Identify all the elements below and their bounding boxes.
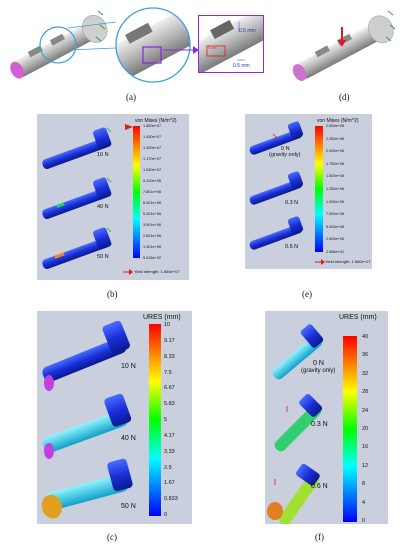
colorbar-tick-c-8: 3.33 — [164, 448, 175, 455]
colorbar-tick-e-1: 2.250e+06 — [326, 136, 345, 141]
colorbar-tick-b-10: 2.601e+06 — [143, 234, 162, 238]
colorbar-tick-c-0: 10 — [164, 322, 171, 328]
colorbar-tick-e-0: 2.500e+06 — [326, 124, 345, 128]
colorbar-title-b: von Mises (N/m^2) — [135, 118, 177, 124]
colorbar-tick-b-8: 5.201e+06 — [143, 212, 162, 216]
force-label-e-3: 0.6 N — [285, 244, 299, 250]
colorbar-tick-f-10: 0 — [362, 518, 366, 524]
yield-arrow-icon — [123, 269, 133, 275]
colorbar-title-f: URES (mm) — [339, 314, 377, 321]
colorbar-f — [343, 336, 357, 522]
displacement-models-c — [41, 320, 133, 519]
colorbar-tick-b-6: 7.801e+06 — [143, 190, 162, 194]
colorbar-tick-b-12: 9.018e+02 — [143, 256, 162, 260]
panel-e: 0 N (gravity only) 0.3 N 0.6 N von Mises… — [245, 114, 372, 269]
colorbar-tick-e-5: 1.250e+06 — [326, 187, 345, 191]
colorbar-tick-f-2: 32 — [362, 370, 369, 377]
panel-c: 10 N 40 N 50 N URES (mm) 10 9.17 8.33 7.5 6.… — [37, 311, 192, 524]
panel-f: 0 N (gravity only) 0.3 N 0.6 N URES (mm)… — [265, 311, 388, 524]
small-label: 5 mm — [208, 46, 217, 50]
displacement-models-f — [267, 324, 324, 524]
yield-strength-e: Yield strength: 1.560e+07 — [325, 259, 371, 264]
panel-label-d: (d) — [339, 92, 350, 102]
force-label-e-1: 0 N — [281, 146, 290, 152]
colorbar-tick-b-3: 1.170e+07 — [143, 157, 162, 161]
colorbar-c — [149, 324, 161, 516]
colorbar-tick-f-6: 16 — [362, 444, 369, 451]
force-label-b-2: 40 N — [97, 204, 109, 210]
colorbar-tick-b-0: 1.560e+07 — [143, 124, 162, 128]
colorbar-tick-e-9: 2.500e+05 — [326, 237, 345, 242]
panel-label-c: (c) — [107, 532, 117, 542]
yield-arrow-icon — [315, 259, 325, 265]
force-label-f-2: 0.3 N — [311, 421, 328, 428]
colorbar-tick-f-7: 12 — [362, 462, 369, 469]
colorbar-tick-e-4: 1.500e+06 — [326, 174, 345, 179]
colorbar-tick-e-7: 7.500e+05 — [326, 212, 345, 217]
colorbar-tick-f-9: 4 — [362, 499, 366, 506]
colorbar-tick-f-8: 8 — [362, 481, 366, 488]
colorbar-title-e: von Mises (N/m^2) — [317, 118, 359, 124]
arrow-icon — [163, 46, 199, 54]
zoom-circle — [115, 7, 191, 83]
stress-models-b — [42, 127, 112, 269]
colorbar-tick-e-2: 2.000e+06 — [326, 149, 345, 154]
force-label-f-1: 0 N — [313, 360, 324, 367]
colorbar-tick-e-3: 1.750e+06 — [326, 161, 345, 166]
colorbar-tick-c-5: 5.83 — [164, 401, 175, 408]
force-label-c-3: 50 N — [121, 503, 136, 510]
colorbar-tick-c-7: 4.17 — [164, 432, 175, 439]
colorbar-tick-e-8: 5.000e+05 — [326, 224, 345, 229]
colorbar-tick-f-1: 36 — [362, 352, 369, 359]
finger-model-loaded — [292, 10, 396, 81]
zoom-lines — [68, 21, 117, 50]
detail-box: 5 mm 0.5 mm 0.5 mm — [185, 5, 280, 75]
colorbar-tick-c-1: 9.17 — [164, 337, 175, 344]
panel-label-f: (f) — [315, 532, 324, 542]
dim-horizontal: 0.5 mm — [233, 63, 250, 69]
force-label-e-1b: (gravity only) — [269, 152, 301, 158]
colorbar-tick-c-12: 0 — [164, 512, 168, 518]
colorbar-tick-c-9: 2.5 — [164, 464, 172, 471]
force-label-b-1: 10 N — [97, 152, 109, 158]
colorbar-tick-b-2: 1.300e+07 — [143, 146, 162, 150]
yield-marker-icon — [125, 124, 133, 130]
panel-b: 10 N 40 N 50 N von Mises (N/m^2) 1.560e+… — [37, 114, 189, 280]
colorbar-tick-b-9: 3.901e+06 — [143, 223, 162, 227]
colorbar-tick-b-7: 6.501e+06 — [143, 201, 162, 205]
panel-a: 5 mm 0.5 mm 0.5 mm (a) — [0, 0, 409, 110]
colorbar-tick-f-3: 28 — [362, 389, 369, 396]
colorbar-tick-f-4: 24 — [362, 407, 369, 414]
stress-models-e — [249, 121, 304, 250]
colorbar-e — [315, 126, 323, 252]
colorbar-tick-c-3: 7.5 — [164, 369, 172, 376]
colorbar-tick-c-11: 0.833 — [164, 496, 178, 503]
panel-d: (d) — [282, 0, 409, 110]
colorbar-tick-c-4: 6.67 — [164, 385, 175, 392]
panel-label-a: (a) — [126, 92, 136, 102]
colorbar-tick-b-4: 1.040e+07 — [143, 168, 162, 172]
yield-strength-b: Yield strength: 1.560e+07 — [134, 269, 180, 274]
colorbar-tick-c-6: 5 — [164, 417, 168, 423]
colorbar-title-c: URES (mm) — [143, 314, 181, 321]
colorbar-tick-e-6: 1.000e+06 — [326, 199, 345, 204]
panel-label-e: (e) — [302, 289, 312, 299]
colorbar-tick-f-5: 20 — [362, 426, 369, 432]
colorbar-tick-b-11: 1.301e+06 — [143, 245, 162, 249]
force-label-f-3: 0.6 N — [311, 483, 328, 490]
force-label-f-1b: (gravity only) — [301, 368, 336, 374]
force-label-c-1: 10 N — [121, 363, 136, 370]
force-label-e-2: 0.3 N — [285, 200, 299, 206]
colorbar-tick-e-10: 2.566e+01 — [326, 250, 345, 254]
colorbar-tick-b-1: 1.430e+07 — [143, 135, 162, 139]
force-label-c-2: 40 N — [121, 435, 136, 442]
dim-vertical: 0.5 mm — [239, 28, 256, 34]
colorbar-b — [133, 126, 140, 258]
colorbar-tick-f-0: 40 — [362, 334, 369, 340]
colorbar-tick-b-5: 9.100e+06 — [143, 179, 162, 183]
force-label-b-3: 50 N — [97, 254, 109, 260]
panel-label-b: (b) — [107, 289, 118, 299]
colorbar-tick-c-2: 8.33 — [164, 353, 175, 360]
colorbar-tick-c-10: 1.67 — [164, 480, 175, 487]
